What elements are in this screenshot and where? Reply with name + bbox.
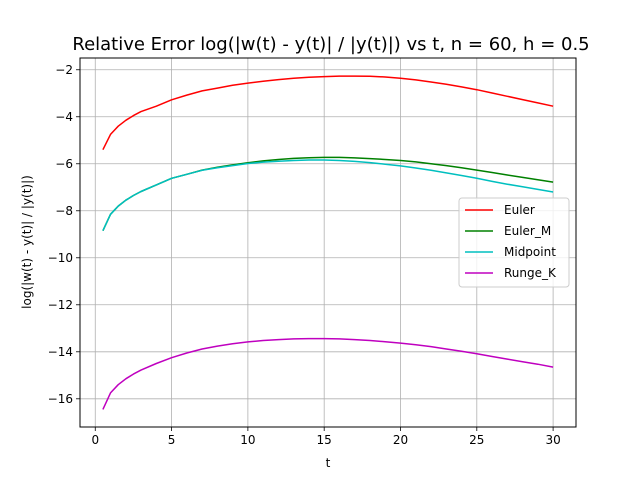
x-axis: 0 5 10 15 20 25 30 [91,427,561,447]
x-tick-label: 5 [168,433,176,447]
y-tick-label: −4 [55,110,73,124]
legend-label-runge-k: Runge_K [504,266,557,280]
y-tick-label: −14 [48,345,73,359]
plot-area-frame [79,57,577,428]
x-tick-label: 30 [545,433,560,447]
series-line-euler [102,75,554,151]
y-tick-label: −12 [48,298,73,312]
y-tick-label: −10 [48,251,73,265]
y-tick-label: −2 [55,63,73,77]
series-line-midpoint [102,159,554,232]
x-tick-label: 10 [240,433,255,447]
y-tick-label: −6 [55,157,73,171]
y-axis: −16 −14 −12 −10 −8 −6 −4 −2 [48,63,80,406]
x-tick-label: 0 [91,433,99,447]
y-tick-label: −16 [48,392,73,406]
legend: Euler Euler_M Midpoint Runge_K [458,197,570,288]
y-axis-label: log(|w(t) - y(t)| / |y(t)|) [20,175,34,309]
x-tick-label: 25 [469,433,484,447]
legend-label-euler: Euler [504,203,535,217]
chart-title: Relative Error log(|w(t) - y(t)| / |y(t)… [72,34,589,55]
legend-label-euler-m: Euler_M [504,224,551,238]
legend-label-midpoint: Midpoint [504,245,556,259]
series-lines [102,75,554,410]
x-axis-label: t [326,456,331,470]
x-tick-label: 20 [393,433,408,447]
x-tick-label: 15 [317,433,332,447]
series-line-runge-k [102,337,554,410]
y-tick-label: −8 [55,204,73,218]
legend-frame [458,197,570,288]
